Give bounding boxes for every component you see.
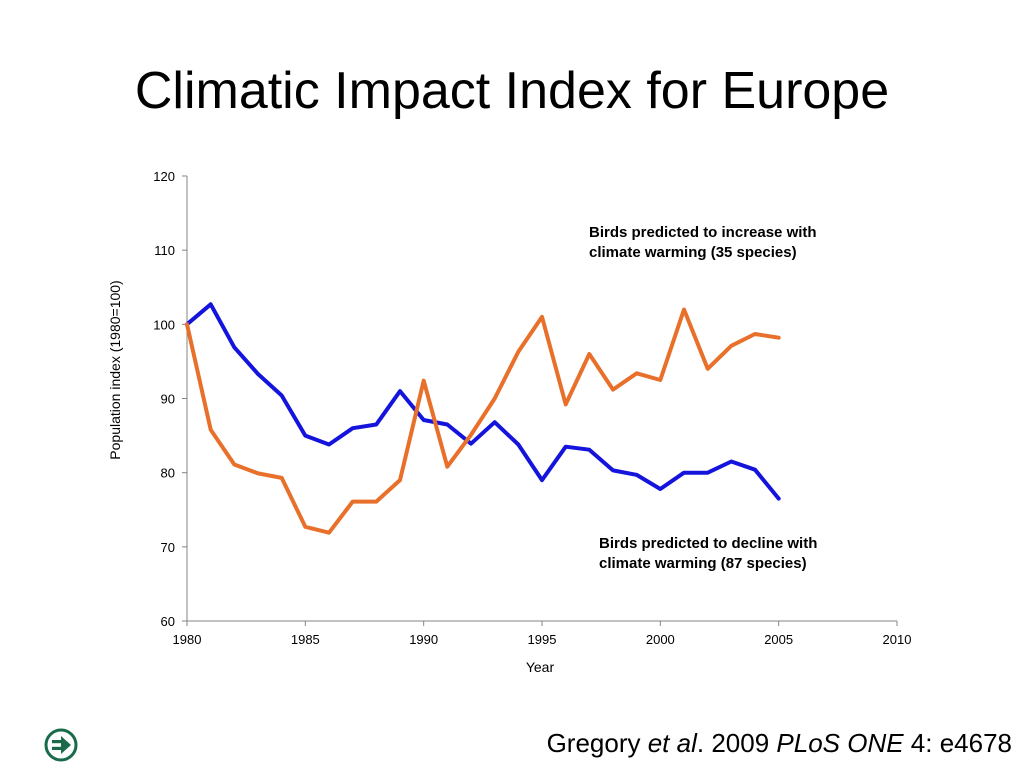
x-tick-label: 2000: [646, 632, 675, 647]
arrow-right-circle-icon[interactable]: [44, 728, 78, 762]
x-tick-label: 1995: [528, 632, 557, 647]
citation-author: Gregory: [546, 728, 648, 758]
y-tick-label: 70: [161, 540, 175, 555]
annotation-increase-line1: Birds predicted to increase with: [589, 224, 817, 241]
chart-series: [185, 302, 781, 535]
y-tick-label: 120: [153, 169, 175, 184]
x-tick-label: 2010: [883, 632, 912, 647]
annotation-increase: Birds predicted to increase with climate…: [589, 223, 889, 263]
x-tick-label: 1980: [173, 632, 202, 647]
y-tick-label: 100: [153, 317, 175, 332]
citation-volume: 4: e4678: [903, 728, 1012, 758]
x-axis-label: Year: [526, 659, 555, 675]
y-tick-label: 60: [161, 614, 175, 629]
x-tick-label: 2005: [764, 632, 793, 647]
page-title: Climatic Impact Index for Europe: [134, 62, 890, 120]
y-tick-label: 110: [154, 243, 175, 258]
x-tick-label: 1985: [291, 632, 320, 647]
citation-etal: et al: [647, 728, 697, 758]
annotation-decline-line1: Birds predicted to decline with: [599, 535, 818, 552]
y-tick-label: 90: [161, 392, 175, 407]
annotation-increase-line2: climate warming (35 species): [589, 244, 797, 261]
series-line-increase: [185, 307, 781, 535]
annotation-decline-line2: climate warming (87 species): [599, 555, 807, 572]
citation-journal: PLoS ONE: [776, 728, 904, 758]
citation-year: . 2009: [696, 728, 777, 758]
series-line-decline: [185, 302, 781, 501]
annotation-decline: Birds predicted to decline with climate …: [599, 534, 899, 574]
citation: Gregory et al. 2009 PLoS ONE 4: e4678: [547, 728, 1012, 759]
x-tick-label: 1990: [409, 632, 438, 647]
y-axis-label: Population index (1980=100): [107, 280, 123, 459]
y-tick-label: 80: [161, 466, 175, 481]
chart-ticks: 60 70 80 90 100 110 120 1980 1985 1990 1995 2000 200…: [153, 169, 911, 647]
